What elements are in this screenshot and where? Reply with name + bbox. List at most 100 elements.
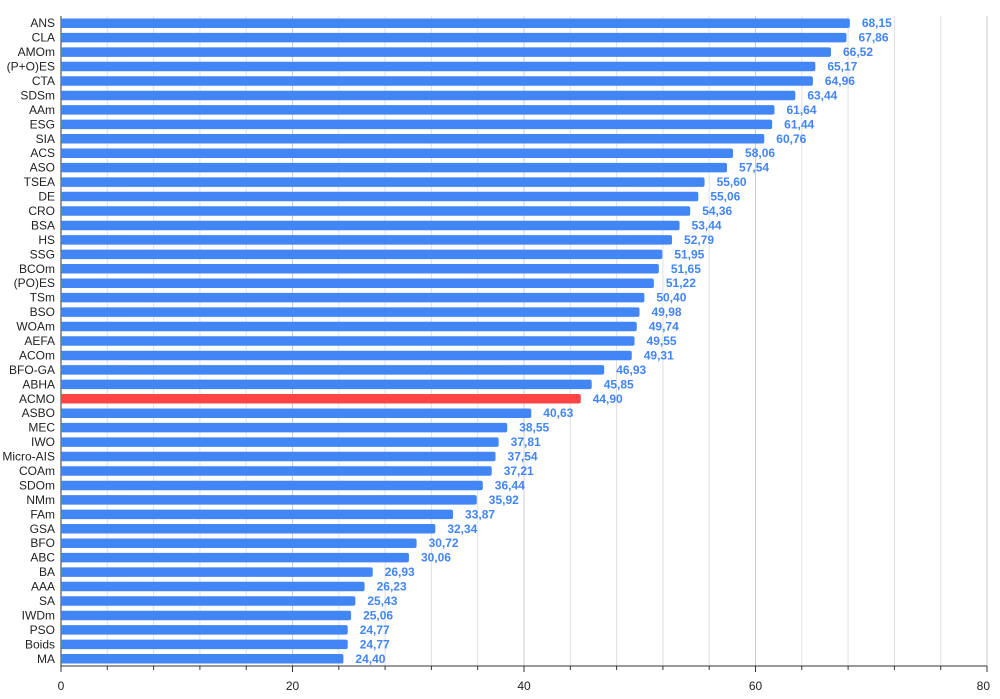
x-tick-label: 40 — [517, 679, 531, 693]
category-label: HS — [38, 233, 55, 247]
bar-pso — [61, 625, 348, 635]
category-label: TSEA — [24, 175, 55, 189]
bar-abc — [61, 552, 409, 563]
category-label: ANS — [30, 16, 55, 30]
bar-gsa — [61, 524, 436, 534]
bar-aefa — [61, 336, 635, 346]
bar-acmo — [61, 394, 581, 404]
value-label: 46,93 — [616, 363, 646, 377]
value-label: 63,44 — [807, 88, 837, 102]
category-label: Boids — [25, 637, 55, 651]
bar-esg — [61, 119, 773, 130]
category-label: CRO — [28, 204, 55, 218]
category-label: AEFA — [24, 334, 55, 348]
bar-sdom — [61, 480, 483, 491]
value-label: 35,92 — [489, 493, 519, 507]
category-label: SSG — [30, 247, 55, 261]
bar-p-o-es — [61, 61, 816, 72]
bar-de — [61, 191, 699, 202]
value-label: 57,54 — [739, 161, 769, 175]
category-label: PSO — [30, 623, 55, 637]
value-label: 51,65 — [671, 262, 701, 276]
category-label: DE — [38, 190, 55, 204]
value-label: 24,77 — [360, 623, 390, 637]
bar-aso — [61, 162, 728, 173]
category-label: GSA — [30, 522, 55, 536]
category-label: CTA — [32, 74, 55, 88]
category-label: ABC — [30, 551, 55, 565]
bar-acom — [61, 350, 632, 361]
category-label: Micro-AIS — [2, 450, 55, 464]
bar-boids — [61, 639, 348, 650]
value-label: 50,40 — [656, 291, 686, 305]
bar-asbo — [61, 408, 532, 418]
x-tick-label: 20 — [286, 679, 300, 693]
bar-cla — [61, 32, 847, 43]
bar-aam — [61, 105, 775, 115]
bar-nmm — [61, 495, 477, 505]
category-label: ESG — [30, 117, 55, 131]
value-label: 36,44 — [495, 478, 525, 492]
bar-abha — [61, 379, 592, 390]
bar-ans — [61, 18, 850, 28]
bar-bcom — [61, 264, 659, 274]
category-label: (PO)ES — [14, 276, 55, 290]
value-label: 25,06 — [363, 608, 393, 622]
value-label: 26,23 — [377, 580, 407, 594]
value-label: 64,96 — [825, 74, 855, 88]
category-label: SA — [39, 594, 55, 608]
bar-bso — [61, 307, 640, 317]
bar-ba — [61, 567, 373, 577]
value-label: 51,95 — [674, 247, 704, 261]
bar-iwdm — [61, 610, 352, 621]
value-label: 26,93 — [385, 565, 415, 579]
category-label: MEC — [28, 421, 55, 435]
value-label: 52,79 — [684, 233, 714, 247]
value-label: 49,31 — [644, 348, 674, 362]
bar-bfo-ga — [61, 365, 605, 375]
value-label: 49,98 — [652, 305, 682, 319]
bar-ma — [61, 654, 344, 664]
x-tick-label: 0 — [58, 679, 65, 693]
bar-aaa — [61, 581, 365, 592]
value-label: 24,77 — [360, 637, 390, 651]
category-label: BSO — [30, 305, 55, 319]
category-label: BFO — [30, 536, 55, 550]
x-tick-label: 60 — [749, 679, 763, 693]
value-label: 58,06 — [745, 146, 775, 160]
bar-bfo — [61, 538, 417, 548]
category-label: IWO — [31, 435, 55, 449]
bar-fam — [61, 509, 454, 520]
bar-coam — [61, 466, 492, 476]
bar-acs — [61, 148, 734, 158]
category-label: SDOm — [19, 478, 55, 492]
bar-cro — [61, 206, 691, 216]
value-label: 66,52 — [843, 45, 873, 59]
bar-amom — [61, 47, 831, 57]
value-label: 24,40 — [355, 652, 385, 666]
value-label: 68,15 — [862, 16, 892, 30]
value-label: 37,81 — [511, 435, 541, 449]
category-label: ASO — [30, 161, 55, 175]
value-label: 54,36 — [702, 204, 732, 218]
category-label: TSm — [30, 291, 55, 305]
bar-sia — [61, 134, 765, 144]
value-label: 44,90 — [593, 392, 623, 406]
bar-bsa — [61, 220, 680, 231]
value-label: 40,63 — [543, 406, 573, 420]
bar-woam — [61, 321, 637, 332]
category-label: SDSm — [20, 88, 55, 102]
category-label: CLA — [32, 31, 55, 45]
category-label: ABHA — [22, 377, 55, 391]
category-label: BCOm — [19, 262, 55, 276]
category-label: COAm — [19, 464, 55, 478]
value-label: 32,34 — [447, 522, 477, 536]
x-tick-label: 80 — [977, 679, 991, 693]
bar-ssg — [61, 249, 663, 260]
bar-sdsm — [61, 90, 796, 101]
category-label: SIA — [36, 132, 55, 146]
category-label: ASBO — [22, 406, 55, 420]
bar-po-es — [61, 278, 654, 288]
